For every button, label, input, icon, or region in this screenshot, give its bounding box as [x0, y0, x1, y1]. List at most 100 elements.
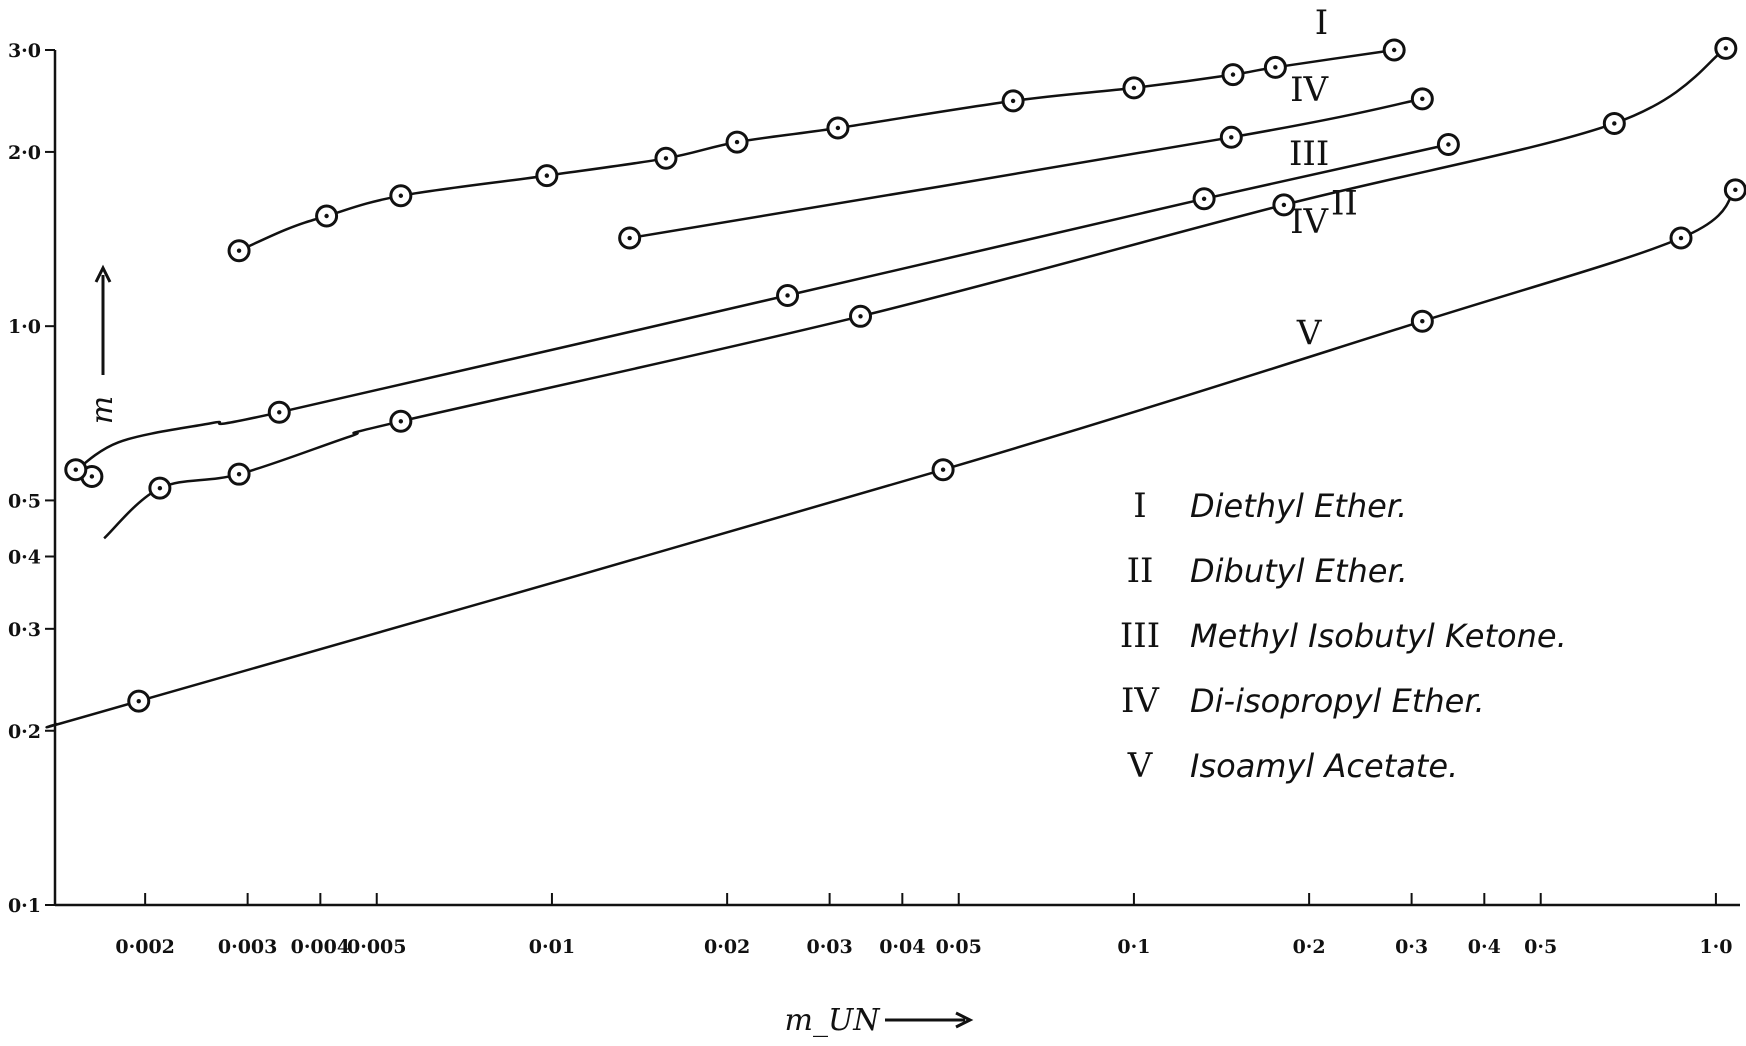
data-point-III: [267, 400, 291, 424]
y-tick-label: 0·3: [8, 619, 41, 641]
data-point-II: [389, 409, 413, 433]
axis-titles: m m_UN: [85, 264, 974, 1038]
data-point-I: [1263, 55, 1287, 79]
x-tick-label: 1·0: [1699, 936, 1732, 958]
data-point-dot: [1273, 65, 1278, 70]
data-point-I: [227, 239, 251, 263]
y-tick-label: 0·1: [8, 895, 41, 917]
data-point-dot: [1678, 235, 1684, 241]
legend-text: Dibutyl Ether.: [1190, 552, 1408, 590]
data-point-V: [1410, 309, 1434, 333]
data-point-V: [931, 458, 955, 482]
x-tick-label: 0·002: [115, 936, 175, 958]
data-point-I: [725, 130, 749, 154]
data-point-III: [1436, 132, 1460, 156]
curve-label: IV: [1290, 202, 1329, 242]
legend: I Diethyl Ether. II Dibutyl Ether. III Methyl…: [1120, 486, 1567, 786]
data-point-dot: [940, 467, 946, 472]
legend-text: Di-isopropyl Ether.: [1190, 682, 1485, 720]
data-point-dot: [398, 419, 404, 424]
data-point-dot: [277, 410, 282, 415]
data-point-dot: [1446, 142, 1451, 147]
legend-key: I: [1133, 486, 1146, 526]
series-curve-IV: [629, 97, 1423, 240]
curve-label: V: [1296, 313, 1323, 353]
data-point-III: [1192, 187, 1216, 211]
data-point-II: [849, 304, 873, 328]
data-point-II: [1714, 36, 1738, 60]
x-tick-label: 0·4: [1468, 936, 1501, 958]
data-point-I: [1221, 63, 1245, 87]
data-point-dot: [1612, 121, 1617, 126]
y-tick-label: 3·0: [8, 40, 41, 62]
data-point-IV: [1219, 125, 1243, 149]
data-point-dot: [1733, 187, 1738, 193]
data-point-dot: [1723, 46, 1729, 51]
data-point-dot: [627, 235, 632, 241]
x-tick-label: 0·05: [936, 936, 982, 958]
legend-key: II: [1127, 551, 1154, 591]
data-point-I: [389, 184, 413, 208]
y-axis-title-text: m: [85, 396, 120, 424]
x-axis-title: m_UN: [785, 1003, 974, 1038]
series-curve-III: [68, 143, 1449, 478]
x-axis-title-text: m_UN: [785, 1003, 882, 1038]
data-point-V: [127, 689, 151, 713]
data-point-I: [1382, 38, 1406, 62]
y-tick-label: 0·2: [8, 721, 41, 743]
data-point-dot: [1281, 202, 1287, 208]
data-point-dot: [73, 467, 78, 472]
legend-item: V Isoamyl Acetate.: [1127, 746, 1458, 786]
legend-text: Diethyl Ether.: [1190, 487, 1407, 525]
x-tick-label: 0·01: [529, 936, 575, 958]
y-tick-label: 0·5: [8, 490, 41, 512]
data-point-dot: [236, 471, 242, 477]
data-point-I: [315, 204, 339, 228]
y-tick-label: 0·4: [8, 547, 41, 569]
data-point-dot: [1230, 72, 1236, 77]
data-point-dot: [324, 213, 329, 219]
x-tick-label: 0·1: [1117, 936, 1150, 958]
data-point-II: [148, 476, 172, 500]
legend-text: Methyl Isobutyl Ketone.: [1190, 617, 1567, 655]
data-point-markers: [64, 36, 1746, 713]
legend-key: IV: [1121, 681, 1160, 721]
data-point-I: [654, 146, 678, 170]
data-point-dot: [1229, 135, 1234, 140]
data-point-IV: [1410, 87, 1434, 111]
data-point-dot: [785, 293, 790, 298]
data-point-V: [1723, 178, 1746, 202]
data-point-dot: [663, 156, 669, 161]
curve-label: IV: [1290, 70, 1329, 110]
x-tick-label: 0·02: [704, 936, 750, 958]
data-point-I: [826, 116, 850, 140]
data-point-dot: [1131, 85, 1137, 91]
data-point-dot: [398, 193, 404, 198]
x-tick-label: 0·005: [347, 936, 407, 958]
y-tick-label: 1·0: [8, 316, 41, 338]
data-point-dot: [1201, 196, 1207, 201]
data-point-dot: [1010, 98, 1016, 104]
curve-label: III: [1289, 134, 1329, 174]
data-point-III: [64, 458, 88, 482]
data-point-dot: [1420, 318, 1425, 324]
legend-key: V: [1127, 746, 1154, 786]
data-point-dot: [89, 474, 95, 479]
data-point-III: [776, 283, 800, 307]
legend-item: IV Di-isopropyl Ether.: [1121, 681, 1485, 721]
data-point-V: [1669, 226, 1693, 250]
x-tick-label: 0·2: [1293, 936, 1326, 958]
x-tick-label: 0·04: [879, 936, 925, 958]
curve-label: I: [1315, 3, 1328, 43]
data-point-dot: [236, 248, 242, 253]
legend-key: III: [1120, 616, 1160, 656]
legend-item: I Diethyl Ether.: [1133, 486, 1407, 526]
data-point-dot: [1391, 47, 1397, 53]
data-point-dot: [734, 139, 740, 145]
y-axis-title: m: [85, 264, 120, 424]
data-point-dot: [157, 485, 163, 491]
series-curve-II: [103, 47, 1727, 540]
data-point-dot: [544, 173, 550, 178]
